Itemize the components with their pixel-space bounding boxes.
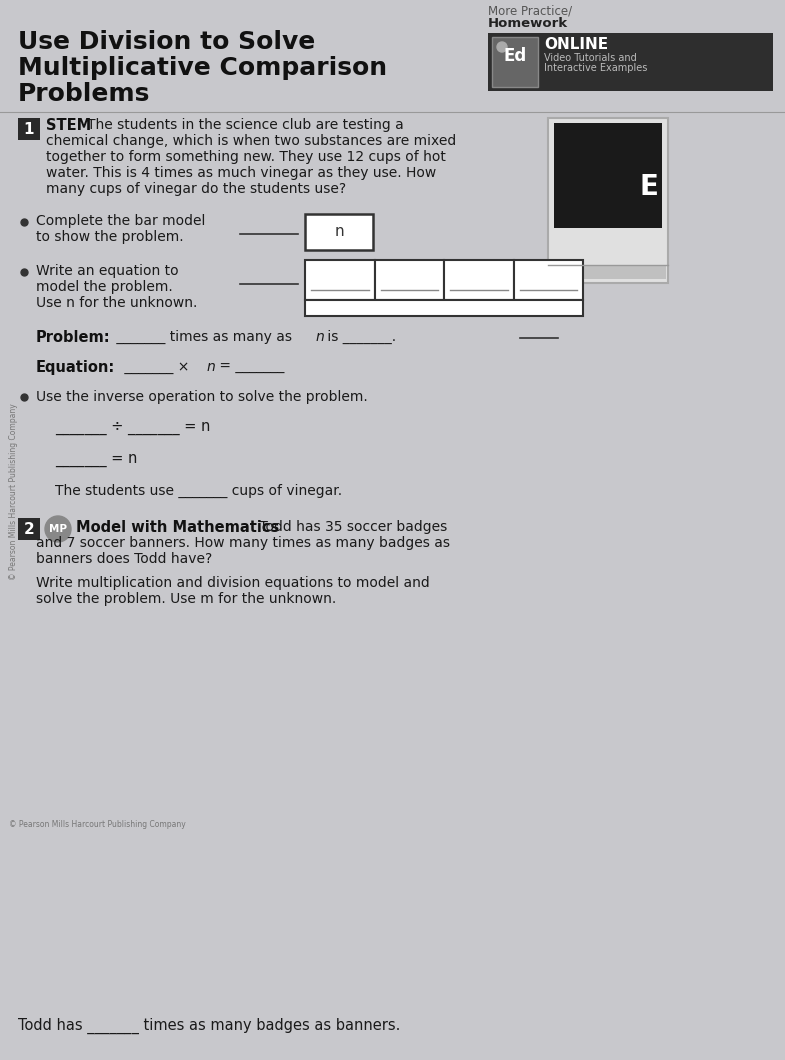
Text: model the problem.: model the problem.: [36, 280, 173, 294]
Text: More Practice/: More Practice/: [488, 4, 572, 17]
Text: and 7 soccer banners. How many times as many badges as: and 7 soccer banners. How many times as …: [36, 536, 450, 550]
Text: water. This is 4 times as much vinegar as they use. How: water. This is 4 times as much vinegar a…: [46, 166, 436, 180]
Text: MP: MP: [49, 524, 67, 534]
Text: solve the problem. Use m for the unknown.: solve the problem. Use m for the unknown…: [36, 591, 336, 606]
Bar: [305, 260, 374, 300]
Bar: [18, 518, 40, 540]
Bar: [305, 214, 373, 250]
Text: _______ times as many as: _______ times as many as: [112, 330, 297, 345]
Text: Equation:: Equation:: [36, 360, 115, 375]
Text: E: E: [640, 173, 659, 201]
Text: n: n: [207, 360, 216, 374]
Text: Todd has 35 soccer badges: Todd has 35 soccer badges: [255, 520, 447, 534]
Text: Todd has _______ times as many badges as banners.: Todd has _______ times as many badges as…: [18, 1018, 400, 1035]
Text: Use Division to Solve: Use Division to Solve: [18, 30, 316, 54]
Text: Use n for the unknown.: Use n for the unknown.: [36, 296, 197, 310]
Text: _______ ÷ _______ = n: _______ ÷ _______ = n: [55, 420, 210, 435]
Bar: [444, 260, 513, 300]
Text: is _______.: is _______.: [323, 330, 396, 345]
Text: to show the problem.: to show the problem.: [36, 230, 184, 244]
Text: STEM: STEM: [46, 118, 91, 132]
Text: Ed: Ed: [503, 47, 527, 65]
Bar: [513, 260, 583, 300]
Text: ONLINE: ONLINE: [544, 37, 608, 52]
Text: Problems: Problems: [18, 82, 151, 106]
Text: Model with Mathematics: Model with Mathematics: [76, 520, 279, 535]
Text: Problem:: Problem:: [36, 330, 111, 345]
Text: Complete the bar model: Complete the bar model: [36, 214, 206, 228]
Text: many cups of vinegar do the students use?: many cups of vinegar do the students use…: [46, 182, 346, 196]
Bar: [492, 37, 538, 87]
Text: Write an equation to: Write an equation to: [36, 264, 179, 278]
Text: Video Tutorials and: Video Tutorials and: [544, 53, 637, 63]
Text: _______ = n: _______ = n: [55, 452, 137, 467]
Text: The students in the science club are testing a: The students in the science club are tes…: [87, 118, 403, 132]
Text: together to form something new. They use 12 cups of hot: together to form something new. They use…: [46, 151, 446, 164]
Bar: [548, 118, 668, 283]
Bar: [18, 118, 40, 140]
Bar: [488, 33, 773, 91]
Bar: [305, 300, 583, 316]
Text: © Pearson Mills Harcourt Publishing Company: © Pearson Mills Harcourt Publishing Comp…: [9, 820, 186, 829]
Bar: [374, 260, 444, 300]
Text: banners does Todd have?: banners does Todd have?: [36, 552, 212, 566]
Text: Use the inverse operation to solve the problem.: Use the inverse operation to solve the p…: [36, 390, 367, 404]
Text: = _______: = _______: [215, 360, 284, 374]
Text: © Pearson Mills Harcourt Publishing Company: © Pearson Mills Harcourt Publishing Comp…: [9, 403, 18, 580]
Text: Write multiplication and division equations to model and: Write multiplication and division equati…: [36, 576, 429, 590]
Text: The students use _______ cups of vinegar.: The students use _______ cups of vinegar…: [55, 484, 342, 498]
Text: Interactive Examples: Interactive Examples: [544, 63, 648, 73]
Text: 2: 2: [24, 522, 35, 536]
Text: Homework: Homework: [488, 17, 568, 30]
Text: Multiplicative Comparison: Multiplicative Comparison: [18, 56, 387, 80]
Circle shape: [497, 42, 507, 52]
Text: n: n: [316, 330, 325, 345]
Bar: [550, 265, 666, 279]
Text: n: n: [334, 225, 344, 240]
Bar: [554, 123, 662, 228]
Text: 1: 1: [24, 122, 35, 137]
Text: _______ ×: _______ ×: [120, 360, 194, 374]
Text: chemical change, which is when two substances are mixed: chemical change, which is when two subst…: [46, 134, 456, 148]
Circle shape: [45, 516, 71, 542]
